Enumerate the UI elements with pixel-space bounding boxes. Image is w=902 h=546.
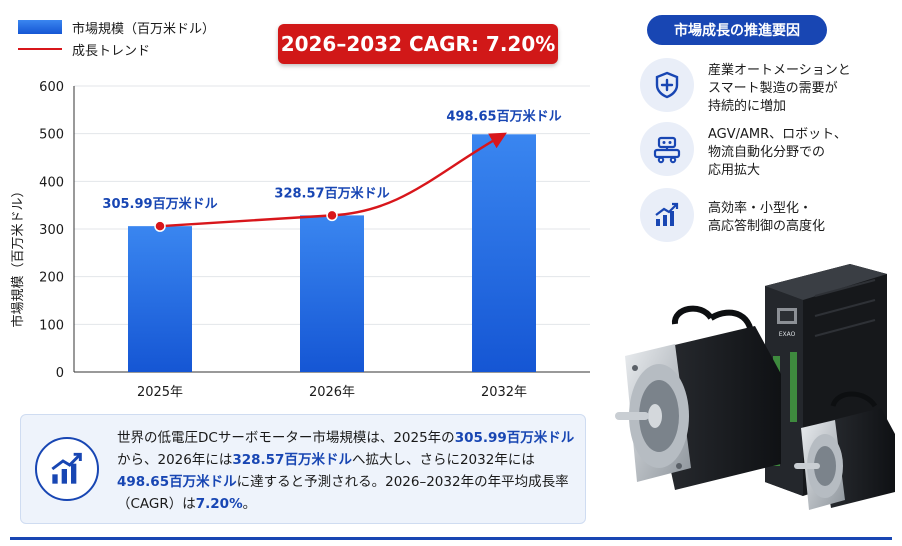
legend-line-swatch [18, 48, 62, 50]
drive-brand-label: EXAO [779, 331, 796, 338]
x-tick-label: 2025年 [137, 385, 183, 400]
summary-part: 世界の低電圧DCサーボモーター市場規模は、2025年の [117, 430, 455, 446]
chart-legend: 市場規模（百万米ドル） 成長トレンド [18, 16, 215, 60]
servo-motor-and-drive-icon: EXAO [615, 264, 895, 510]
summary-highlight: 328.57百万米ドル [232, 452, 352, 468]
driver-line: AGV/AMR、ロボット、 [708, 127, 847, 142]
summary-box: 世界の低電圧DCサーボモーター市場規模は、2025年の305.99百万米ドルから… [20, 414, 586, 524]
summary-part: へ拡大し、さらに2032年には [351, 452, 535, 468]
driver-line: 高応答制御の高度化 [708, 219, 826, 234]
cagr-badge: 2026–2032 CAGR: 7.20% [278, 24, 558, 64]
summary-part: から、2026年には [117, 452, 233, 468]
bar [128, 226, 192, 372]
drivers-title: 市場成長の推進要因 [647, 15, 827, 45]
robot-agv-icon [640, 122, 694, 176]
bars: 2025年 2026年 2032年 [128, 134, 536, 400]
trend-point [154, 220, 166, 232]
trend-line-path [159, 132, 507, 228]
y-tick-label: 600 [39, 80, 64, 95]
bar [300, 215, 364, 372]
x-tick-label: 2026年 [309, 385, 355, 400]
driver-text-efficiency: 高効率・小型化・ 高応答制御の高度化 [708, 188, 878, 242]
legend-bar-label: 市場規模（百万米ドル） [72, 21, 216, 37]
x-tick-label: 2032年 [481, 385, 527, 400]
summary-highlight: 7.20% [195, 496, 243, 512]
y-tick-label: 300 [39, 223, 64, 238]
data-labels: 305.99百万米ドル 328.57百万米ドル 498.65百万米ドル [102, 108, 561, 212]
legend-line-label: 成長トレンド [72, 43, 151, 59]
legend-item-line: 成長トレンド [18, 38, 215, 60]
summary-highlight: 498.65百万米ドル [117, 474, 237, 490]
driver-item-efficiency: 高効率・小型化・ 高応答制御の高度化 [640, 188, 878, 242]
driver-text-robotics: AGV/AMR、ロボット、 物流自動化分野での 応用拡大 [708, 122, 878, 180]
bar [472, 134, 536, 372]
y-tick-label: 400 [39, 175, 64, 190]
driver-line: 持続的に増加 [708, 99, 787, 114]
trend-line [154, 132, 507, 232]
driver-item-automation: 産業オートメーションと スマート製造の需要が 持続的に増加 [640, 58, 878, 116]
growth-chart-icon [640, 188, 694, 242]
summary-part: に達すると予測される。2026–2032年の年平均成長率（CAGR）は [117, 474, 569, 512]
driver-line: 応用拡大 [708, 163, 761, 178]
y-tick-label: 100 [39, 318, 64, 333]
trend-point [326, 209, 338, 222]
shield-plus-icon [640, 58, 694, 112]
driver-line: 高効率・小型化・ [708, 201, 813, 216]
y-tick-label: 200 [39, 271, 64, 286]
summary-text: 世界の低電圧DCサーボモーター市場規模は、2025年の305.99百万米ドルから… [117, 427, 579, 515]
driver-text-automation: 産業オートメーションと スマート製造の需要が 持続的に増加 [708, 58, 878, 116]
driver-line: 産業オートメーションと [708, 63, 851, 78]
summary-highlight: 305.99百万米ドル [454, 430, 575, 446]
bottom-divider [10, 537, 892, 540]
y-tick-label: 0 [56, 366, 64, 381]
data-label: 305.99百万米ドル [102, 196, 217, 212]
legend-item-bar: 市場規模（百万米ドル） [18, 16, 215, 38]
y-tick-label: 500 [39, 128, 64, 143]
driver-line: スマート製造の需要が [708, 81, 838, 96]
data-label: 498.65百万米ドル [446, 108, 561, 124]
legend-bar-swatch [18, 20, 62, 34]
driver-item-robotics: AGV/AMR、ロボット、 物流自動化分野での 応用拡大 [640, 122, 878, 180]
growth-chart-icon [35, 437, 99, 501]
summary-part: 。 [242, 496, 257, 512]
data-label: 328.57百万米ドル [274, 185, 389, 201]
y-axis-label: 市場規模（百万米ドル） [10, 184, 26, 327]
driver-line: 物流自動化分野での [708, 145, 826, 160]
